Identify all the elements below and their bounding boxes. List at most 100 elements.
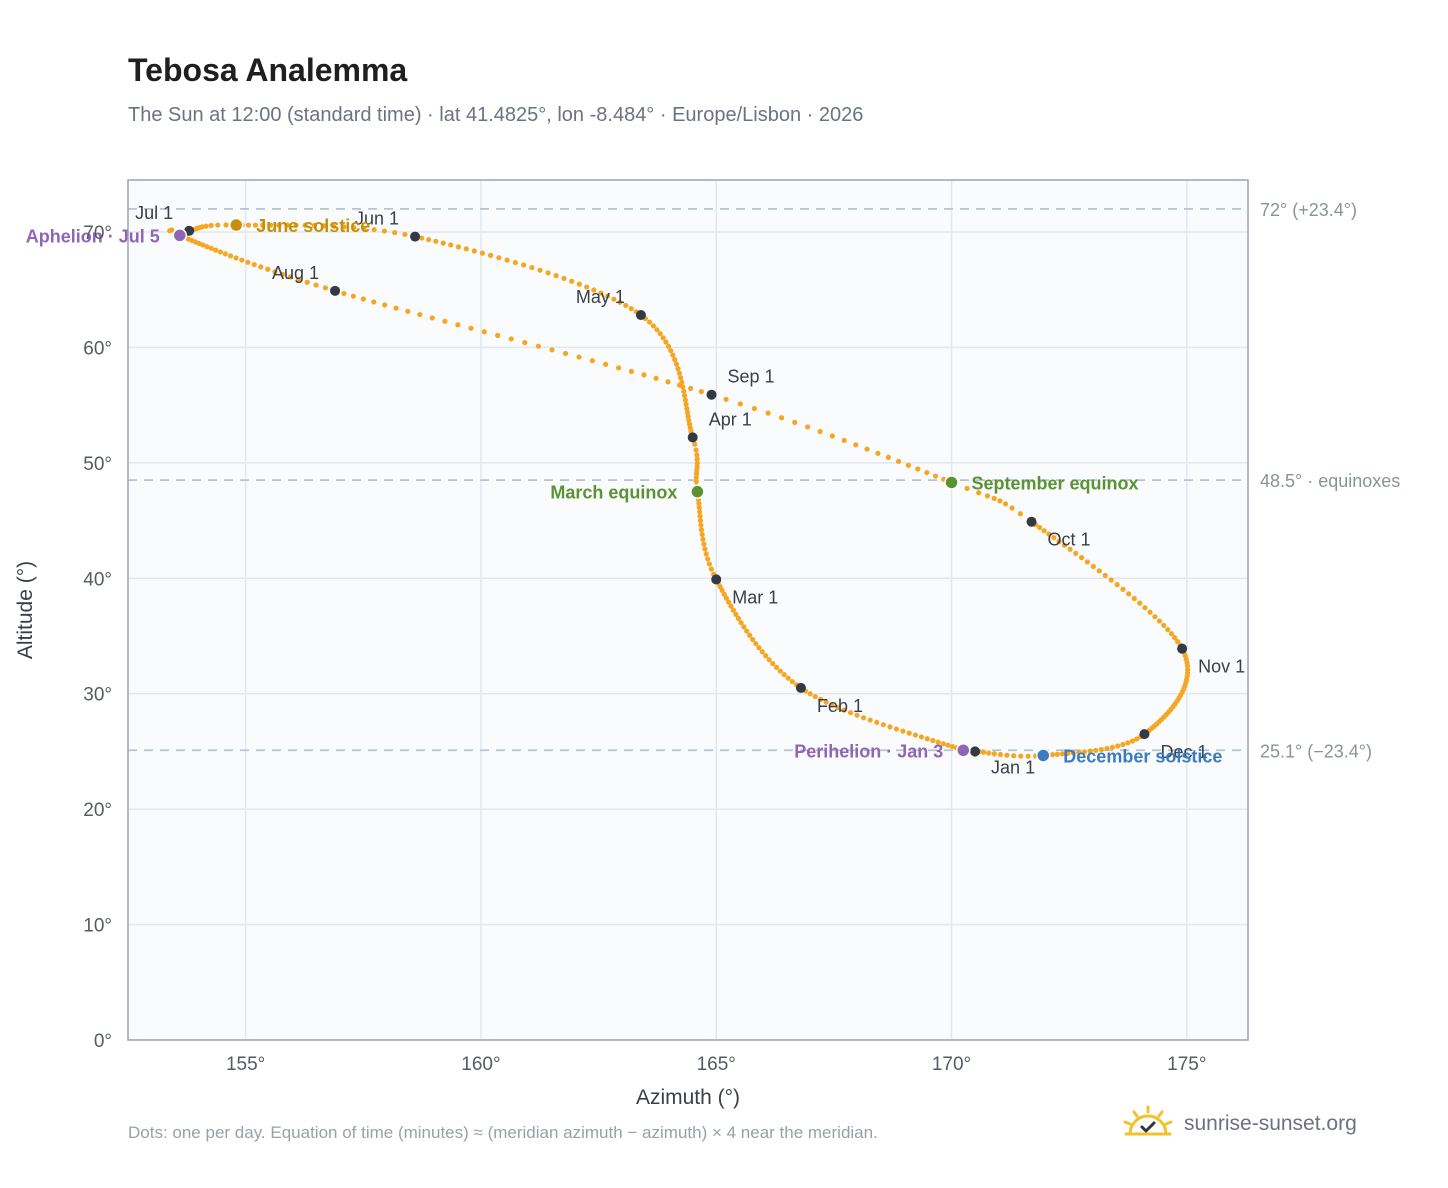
footnote: Dots: one per day. Equation of time (min… bbox=[128, 1123, 878, 1142]
daily-sun-dot bbox=[747, 632, 753, 638]
daily-sun-dot bbox=[429, 315, 435, 321]
daily-sun-dot bbox=[737, 401, 743, 407]
daily-sun-dot bbox=[773, 664, 780, 670]
daily-sun-dot bbox=[442, 318, 448, 324]
daily-sun-dot bbox=[823, 699, 829, 705]
daily-sun-dot bbox=[841, 437, 847, 444]
y-tick-label: 0° bbox=[94, 1031, 112, 1052]
daily-sun-dot bbox=[227, 253, 234, 259]
month-marker bbox=[795, 682, 806, 693]
daily-sun-dot bbox=[887, 724, 893, 730]
event-label: March equinox bbox=[550, 483, 677, 503]
daily-sun-dot bbox=[1037, 524, 1043, 531]
daily-sun-dot bbox=[321, 223, 327, 229]
daily-sun-dot bbox=[694, 456, 700, 462]
daily-sun-dot bbox=[777, 668, 783, 674]
daily-sun-dot bbox=[350, 293, 356, 299]
daily-sun-dot bbox=[213, 247, 219, 253]
daily-sun-dot bbox=[245, 259, 251, 265]
daily-sun-dot bbox=[1120, 586, 1126, 592]
daily-sun-dot bbox=[1172, 635, 1178, 641]
daily-sun-dot bbox=[549, 347, 555, 353]
daily-sun-dot bbox=[915, 466, 921, 472]
daily-sun-dot bbox=[508, 336, 514, 342]
reference-line-label: 25.1° (−23.4°) bbox=[1260, 741, 1372, 761]
daily-sun-dot bbox=[215, 222, 221, 228]
brand[interactable]: sunrise-sunset.org bbox=[1120, 1102, 1357, 1146]
daily-sun-dot bbox=[1168, 631, 1174, 637]
daily-sun-dot bbox=[935, 739, 941, 745]
reference-line-label: 72° (+23.4°) bbox=[1260, 200, 1357, 220]
daily-sun-dot bbox=[765, 410, 771, 416]
daily-sun-dot bbox=[512, 259, 518, 266]
daily-sun-dot bbox=[694, 452, 700, 458]
daily-sun-dot bbox=[222, 251, 228, 257]
daily-sun-dot bbox=[945, 742, 951, 748]
x-tick-label: 160° bbox=[461, 1054, 500, 1075]
axis-ticks: 155° 160° 165° 170° 175° 0° 10° 20° 30° 40° 50° 60°… bbox=[83, 223, 1206, 1075]
daily-sun-dot bbox=[589, 358, 595, 364]
daily-sun-dot bbox=[468, 325, 474, 331]
month-label: Aug 1 bbox=[272, 263, 319, 283]
daily-sun-dot bbox=[208, 245, 214, 251]
daily-sun-dot bbox=[817, 428, 823, 435]
daily-sun-dot bbox=[657, 331, 663, 337]
daily-sun-dot bbox=[487, 252, 494, 258]
daily-sun-dot bbox=[702, 546, 708, 552]
y-tick-label: 20° bbox=[83, 800, 112, 821]
daily-sun-dot bbox=[200, 242, 206, 248]
daily-sun-dot bbox=[569, 278, 575, 284]
x-tick-label: 175° bbox=[1167, 1054, 1206, 1075]
daily-sun-dot bbox=[1125, 740, 1131, 746]
daily-sun-dot bbox=[293, 222, 299, 228]
daily-sun-dot bbox=[688, 385, 694, 391]
daily-sun-dot bbox=[668, 348, 674, 354]
chart-subtitle: The Sun at 12:00 (standard time) · lat 4… bbox=[128, 104, 864, 126]
daily-sun-dot bbox=[1120, 741, 1126, 748]
daily-sun-dot bbox=[1134, 736, 1140, 742]
daily-sun-dot bbox=[1147, 609, 1153, 615]
daily-sun-dot bbox=[1098, 746, 1105, 753]
daily-sun-dot bbox=[984, 493, 991, 499]
daily-sun-dot bbox=[641, 372, 647, 378]
daily-sun-dot bbox=[930, 737, 936, 744]
daily-sun-dot bbox=[272, 269, 278, 275]
daily-sun-dot bbox=[672, 357, 678, 363]
daily-sun-dot bbox=[1076, 749, 1082, 756]
daily-sun-dot bbox=[684, 410, 691, 416]
daily-sun-dot bbox=[167, 228, 173, 234]
daily-sun-dot bbox=[1017, 511, 1024, 517]
daily-sun-dot bbox=[537, 267, 543, 273]
daily-sun-dot bbox=[628, 306, 634, 312]
brand-name: sunrise-sunset.org bbox=[1184, 1112, 1357, 1135]
event-markers: March equinox September equinox June solst… bbox=[26, 216, 1223, 766]
daily-sun-dot bbox=[703, 551, 709, 557]
daily-sun-dot bbox=[628, 368, 634, 374]
daily-sun-dot bbox=[1115, 743, 1121, 749]
month-label: Sep 1 bbox=[728, 367, 775, 387]
daily-sun-dot bbox=[697, 518, 704, 524]
daily-sun-dot bbox=[341, 290, 347, 297]
daily-sun-dot bbox=[433, 238, 439, 244]
daily-sun-dot bbox=[1018, 753, 1024, 759]
daily-sun-dot bbox=[781, 672, 787, 678]
daily-sun-dot bbox=[617, 299, 623, 305]
daily-sun-dot bbox=[504, 257, 510, 263]
daily-sun-dot bbox=[686, 417, 692, 424]
daily-sun-dot bbox=[785, 675, 791, 681]
daily-sun-dot bbox=[763, 653, 769, 659]
daily-sun-dot bbox=[1126, 591, 1132, 597]
x-tick-label: 155° bbox=[226, 1054, 265, 1075]
daily-sun-dot bbox=[417, 311, 423, 318]
y-tick-label: 10° bbox=[83, 916, 112, 937]
event-marker bbox=[228, 217, 244, 233]
daily-sun-dot bbox=[997, 498, 1003, 504]
daily-sun-dot bbox=[1056, 538, 1062, 544]
daily-sun-dot bbox=[1011, 753, 1017, 759]
daily-sun-dot bbox=[1002, 501, 1009, 507]
daily-sun-dot bbox=[393, 305, 399, 311]
y-tick-label: 70° bbox=[83, 223, 112, 244]
daily-sun-dot bbox=[233, 255, 239, 261]
daily-sun-dot bbox=[598, 290, 604, 296]
event-label: Aphelion · Jul 5 bbox=[26, 226, 160, 246]
